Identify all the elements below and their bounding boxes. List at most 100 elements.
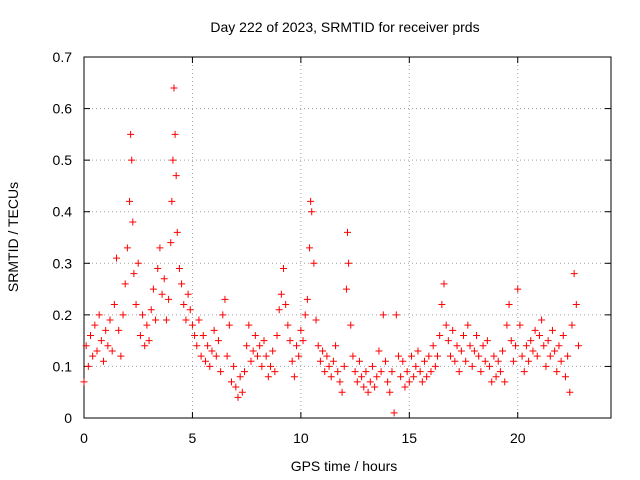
data-point [468,362,476,370]
data-point [199,331,207,339]
data-point [208,347,216,355]
data-point [297,326,305,334]
data-point [518,352,526,360]
data-point [308,208,316,216]
data-point [288,357,296,365]
data-point [282,301,290,309]
data-point [240,368,248,376]
data-point [366,378,374,386]
data-point [509,357,517,365]
data-point [249,347,257,355]
data-point [91,321,99,329]
data-point [492,373,500,381]
data-point [262,352,270,360]
data-point [136,331,144,339]
y-tick-label: 0.2 [53,307,73,323]
data-point [119,311,127,319]
data-point [503,321,511,329]
data-point [455,368,463,376]
data-point [342,285,350,293]
data-point [481,357,489,365]
data-point [152,316,160,324]
data-point [141,342,149,350]
data-point [212,352,220,360]
data-point [102,326,110,334]
data-point [345,259,353,267]
data-point [394,352,402,360]
data-point [438,301,446,309]
x-tick-label: 10 [293,430,309,446]
y-tick-label: 0 [64,410,72,426]
data-point [442,321,450,329]
data-point [527,337,535,345]
data-point [334,368,342,376]
data-point [247,357,255,365]
data-point [97,337,105,345]
data-point [170,84,178,92]
data-point [321,368,329,376]
data-point [310,259,318,267]
data-point [436,331,444,339]
data-point [486,362,494,370]
data-point [110,301,118,309]
data-point [327,373,335,381]
data-point [130,270,138,278]
data-point [210,326,218,334]
data-point [171,130,179,138]
data-point [529,347,537,355]
data-point [466,342,474,350]
data-point [251,331,259,339]
data-point [277,290,285,298]
data-point [460,331,468,339]
data-point [123,244,131,252]
data-point [544,337,552,345]
data-point [546,352,554,360]
data-point [290,373,298,381]
data-point [162,316,170,324]
data-point [156,244,164,252]
data-point [553,368,561,376]
data-point [451,357,459,365]
data-point [386,388,394,396]
data-point [375,347,383,355]
data-point [253,352,261,360]
data-point [494,357,502,365]
x-tick-label: 20 [510,430,526,446]
data-point [340,362,348,370]
data-point [360,383,368,391]
x-tick-label: 0 [80,430,88,446]
data-point [264,373,272,381]
data-point [434,352,442,360]
data-point [555,342,563,350]
data-point [93,347,101,355]
data-point [405,378,413,386]
data-point [197,352,205,360]
data-point [447,352,455,360]
data-point [542,362,550,370]
data-point [104,342,112,350]
data-point [490,352,498,360]
data-point [175,264,183,272]
axis-ticks: 0 0.1 0.2 0.3 0.4 0.5 0.6 0.7 0 5 10 15 20 [53,49,611,446]
data-point [418,378,426,386]
data-point [540,342,548,350]
data-point [533,352,541,360]
data-point [295,352,303,360]
data-point [551,347,559,355]
data-point [507,337,515,345]
data-point [201,357,209,365]
data-point [301,311,309,319]
data-point [453,342,461,350]
data-point [303,295,311,303]
data-point [100,357,108,365]
data-point [160,275,168,283]
data-point [353,378,361,386]
data-point [307,197,315,205]
data-point [188,321,196,329]
data-point [306,244,314,252]
data-point [423,373,431,381]
y-tick-label: 0.5 [53,152,73,168]
data-point [325,362,333,370]
data-point [269,347,277,355]
